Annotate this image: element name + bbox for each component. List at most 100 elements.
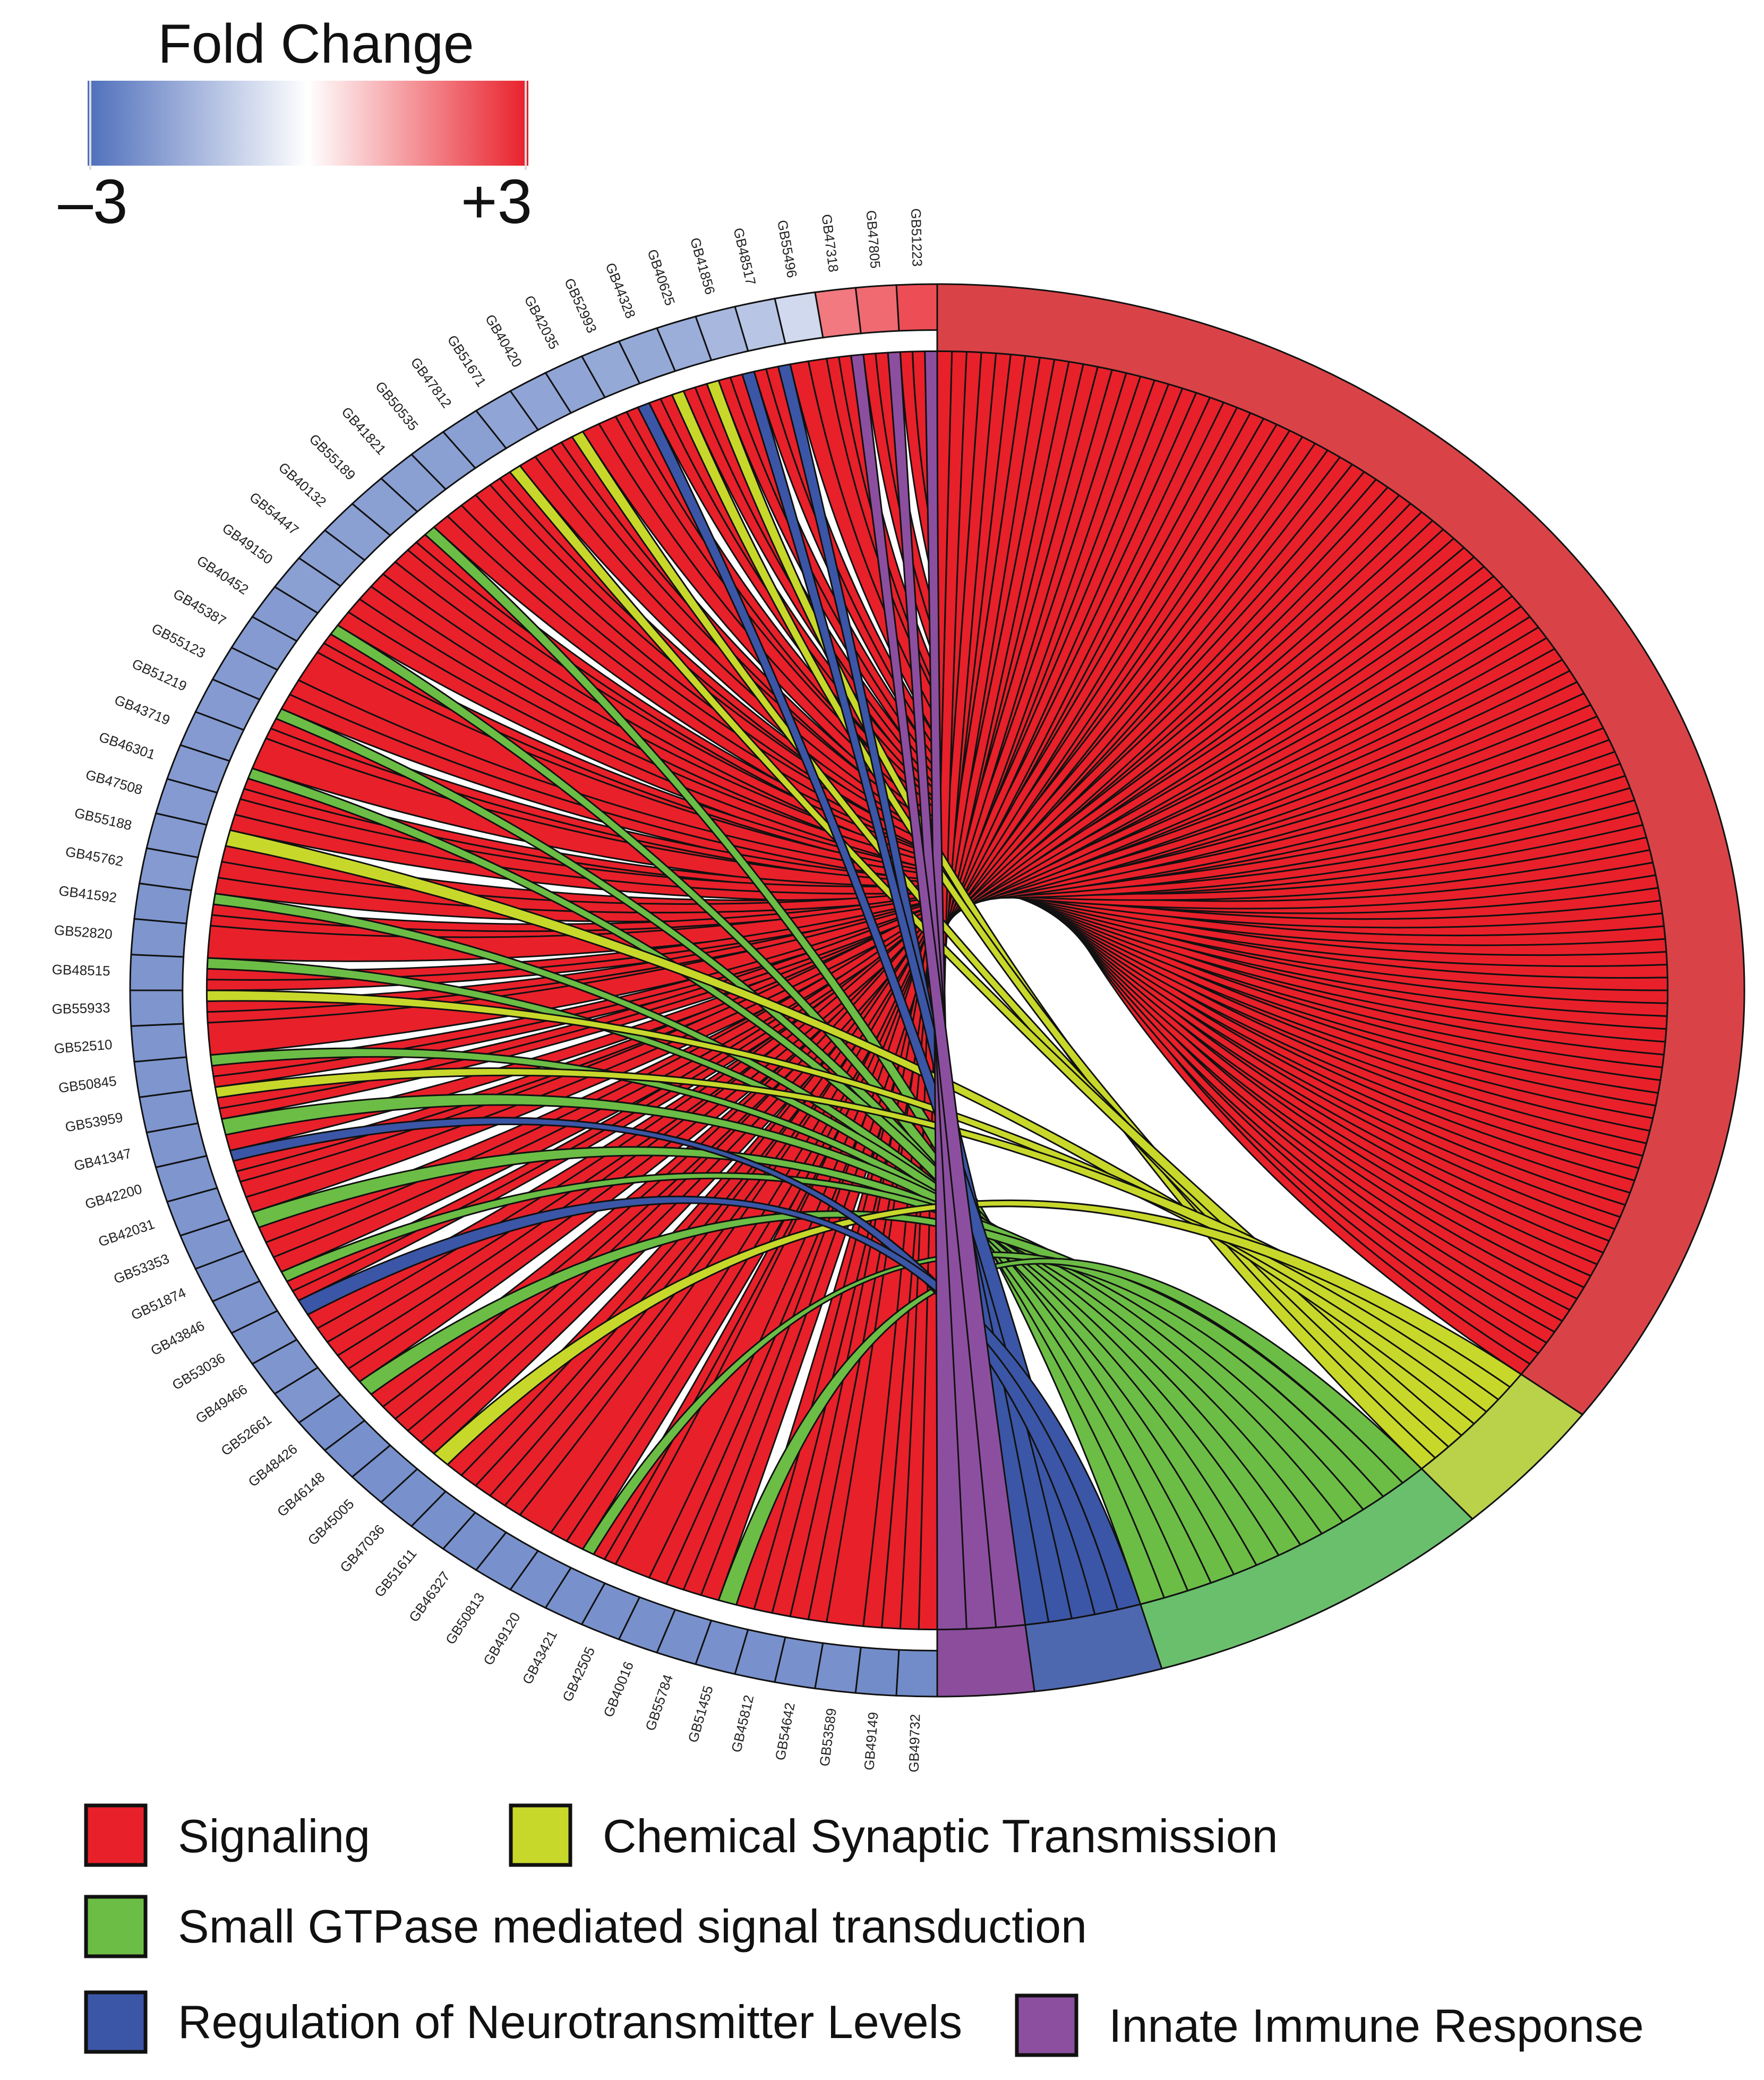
gene-label: GB49120 xyxy=(480,1610,524,1668)
gene-cell-GB43719 xyxy=(179,711,245,762)
gene-label: GB40016 xyxy=(600,1659,637,1719)
gene-label: GB44328 xyxy=(602,261,639,321)
gene-cell-GB55123 xyxy=(211,646,279,701)
colorbar-gradient xyxy=(88,81,528,166)
gene-cell-GB41347 xyxy=(145,1122,208,1169)
legend-label-signaling: Signaling xyxy=(178,1810,370,1862)
gene-label: GB40420 xyxy=(482,312,526,370)
gene-label: GB47318 xyxy=(819,213,842,273)
gene-label: GB52661 xyxy=(218,1411,275,1459)
gene-cell-GB52661 xyxy=(273,1366,342,1424)
gene-cell-GB53959 xyxy=(138,1089,199,1134)
gene-label: GB47805 xyxy=(863,210,884,269)
gene-label: GB50813 xyxy=(442,1590,488,1647)
legend-label-chemical-synaptic-transmission: Chemical Synaptic Transmission xyxy=(603,1810,1278,1862)
gene-label: GB47508 xyxy=(84,766,144,798)
gene-label: GB51455 xyxy=(685,1684,716,1744)
gene-cell-GB50813 xyxy=(475,1531,540,1591)
gene-label: GB42505 xyxy=(559,1645,598,1704)
gene-label: GB45005 xyxy=(305,1496,357,1548)
colorbar-title: Fold Change xyxy=(158,13,474,75)
gene-label: GB45762 xyxy=(64,843,124,869)
gene-label: GB47812 xyxy=(407,354,455,410)
gene-label: GB46301 xyxy=(97,729,158,763)
gene-label: GB51611 xyxy=(371,1546,419,1600)
gene-label: GB42031 xyxy=(96,1216,157,1250)
gene-label: GB55123 xyxy=(149,620,208,661)
gene-cell-GB46327 xyxy=(442,1511,508,1571)
gene-label: GB50535 xyxy=(372,378,422,433)
gene-cell-GB53589 xyxy=(814,1642,862,1694)
term-band-0 xyxy=(936,283,1745,1416)
gene-cell-GB55784 xyxy=(656,1608,713,1665)
gene-label: GB52510 xyxy=(54,1036,113,1056)
gene-cell-GB49466 xyxy=(251,1338,319,1395)
gene-label: GB51219 xyxy=(130,655,189,694)
gene-cell-GB45005 xyxy=(351,1444,419,1503)
gene-label: GB49149 xyxy=(861,1711,881,1771)
gene-label: GB49732 xyxy=(906,1714,923,1773)
gene-label: GB54642 xyxy=(772,1701,798,1761)
gene-cell-GB55189 xyxy=(351,477,419,537)
gene-cell-GB50535 xyxy=(410,431,477,491)
gene-label: GB42200 xyxy=(83,1181,144,1212)
legend-swatch-small-gtpase xyxy=(84,1895,148,1958)
gene-cell-GB40132 xyxy=(323,502,392,561)
gene-label: GB41856 xyxy=(687,236,718,296)
term-band-4 xyxy=(936,1624,1035,1698)
gene-label: GB41592 xyxy=(58,883,118,906)
gene-cell-GB51874 xyxy=(194,1249,261,1303)
gene-cell-GB46301 xyxy=(166,744,231,794)
gene-label: GB41821 xyxy=(338,404,389,458)
gene-cell-GB40016 xyxy=(618,1596,677,1654)
gene-cell-GB45812 xyxy=(734,1629,786,1683)
gene-label: GB49466 xyxy=(193,1381,250,1427)
gene-cell-GB40452 xyxy=(251,586,319,643)
gene-ring xyxy=(129,283,938,1698)
gene-label: GB53036 xyxy=(169,1350,228,1393)
gene-cell-GB48426 xyxy=(297,1393,366,1452)
gene-label: GB50845 xyxy=(57,1073,117,1096)
legend-item-chemical-synaptic-transmission: Chemical Synaptic Transmission xyxy=(509,1803,1278,1867)
legend-item-innate-immune-response: Innate Immune Response xyxy=(1015,1993,1644,2057)
gene-label: GB40132 xyxy=(276,459,330,510)
gene-cell-GB52820 xyxy=(130,918,187,958)
gene-cell-GB45387 xyxy=(230,615,298,671)
gene-cell-GB47805 xyxy=(854,284,900,335)
gene-cell-GB42031 xyxy=(166,1187,231,1237)
gene-label: GB42035 xyxy=(521,293,562,352)
gene-label: GB47036 xyxy=(337,1521,388,1576)
gene-label: GB55496 xyxy=(774,219,800,279)
gene-label: GB54447 xyxy=(246,489,302,538)
gene-cell-GB46148 xyxy=(323,1419,392,1478)
gene-cell-GB49732 xyxy=(895,1649,938,1698)
gene-cell-GB55188 xyxy=(145,812,208,859)
legend-label-small-gtpase: Small GTPase mediated signal transductio… xyxy=(178,1900,1087,1953)
gene-label: GB45387 xyxy=(170,586,229,629)
legend-label-innate-immune-response: Innate Immune Response xyxy=(1109,1999,1644,2052)
gene-label: GB45812 xyxy=(728,1693,757,1754)
gene-label: GB52820 xyxy=(54,922,113,942)
legend-swatch-innate-immune-response xyxy=(1015,1993,1078,2057)
gene-cell-GB48517 xyxy=(734,297,786,352)
gene-cell-GB47036 xyxy=(380,1468,447,1528)
gene-cell-GB49149 xyxy=(854,1646,900,1697)
gene-label: GB40625 xyxy=(644,247,678,308)
gene-cell-GB50845 xyxy=(133,1056,192,1099)
term-bands xyxy=(936,283,1745,1698)
gene-cell-GB41821 xyxy=(380,453,447,513)
colorbar-min-label: –3 xyxy=(58,167,127,237)
gene-label: GB49150 xyxy=(219,520,276,567)
gene-cell-GB51223 xyxy=(895,283,938,332)
gene-label: GB51874 xyxy=(129,1285,188,1323)
legend-item-signaling: Signaling xyxy=(84,1803,370,1867)
gene-label: GB48515 xyxy=(52,962,110,979)
gene-cell-GB42200 xyxy=(155,1154,218,1203)
legend-swatch-regulation-neurotransmitter xyxy=(84,1990,148,2054)
legend-label-regulation-neurotransmitter: Regulation of Neurotransmitter Levels xyxy=(178,1996,962,2048)
gene-label: GB46327 xyxy=(406,1569,453,1625)
gene-label: GB52993 xyxy=(561,276,600,335)
gene-cell-GB47318 xyxy=(814,287,862,339)
gene-cell-GB43421 xyxy=(544,1567,606,1625)
